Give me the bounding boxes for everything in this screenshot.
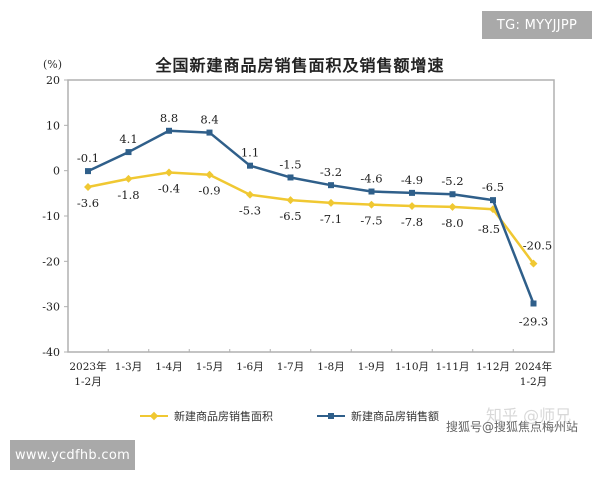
area-data-label: -3.6 [77, 196, 99, 210]
x-tick-label: 1-10月 [395, 361, 429, 373]
y-tick-label: -40 [42, 346, 60, 359]
x-tick-label: 1-2月 [74, 376, 101, 388]
y-tick-label: 20 [46, 74, 60, 87]
x-tick-label: 2024年 [515, 360, 552, 373]
area-data-point [367, 200, 376, 209]
sales-data-label: -6.5 [482, 180, 504, 194]
x-tick-label: 1-11月 [435, 361, 469, 373]
x-tick-label: 1-5月 [196, 361, 223, 373]
sales-data-point [490, 197, 496, 204]
x-tick-label: 1-3月 [115, 361, 142, 373]
area-data-point [165, 168, 173, 177]
sales-data-point [166, 127, 172, 134]
area-data-label: -1.8 [117, 188, 139, 202]
area-data-label: -8.0 [441, 216, 463, 230]
area-data-point [84, 183, 92, 191]
y-tick-label: -20 [42, 255, 60, 268]
area-data-point [327, 198, 335, 207]
chart-legend: 新建商品房销售面积 新建商品房销售额 [0, 408, 600, 428]
area-data-label: -7.8 [401, 215, 423, 229]
www-watermark-badge: www.ycdfhb.com [10, 440, 135, 470]
sales-data-label: -1.5 [279, 157, 301, 171]
x-tick-label: 2023年 [69, 360, 106, 373]
sales-growth-line [87, 129, 535, 304]
sales-data-point [530, 300, 537, 307]
x-tick-label: 1-4月 [155, 361, 182, 373]
x-tick-label: 1-7月 [277, 361, 304, 373]
y-tick-label: 10 [46, 119, 60, 132]
area-data-point [448, 202, 457, 211]
sales-data-point [287, 174, 294, 181]
sales-data-point [409, 189, 415, 196]
y-tick-label: -10 [42, 210, 60, 223]
x-tick-label: 1-9月 [358, 361, 385, 373]
legend-sales-label: 新建商品房销售额 [351, 410, 439, 423]
area-data-label: -20.5 [523, 239, 553, 253]
area-data-label: -7.5 [360, 214, 382, 228]
sales-data-label: 8.8 [160, 111, 178, 125]
area-data-point [124, 174, 133, 183]
sales-data-label: 1.1 [241, 146, 259, 160]
area-data-label: -5.3 [239, 204, 261, 218]
area-data-label: -0.9 [198, 184, 220, 198]
sales-data-label: -5.2 [441, 174, 463, 188]
legend-area-line-icon [140, 411, 168, 421]
sales-data-label: -4.9 [401, 173, 423, 187]
sales-data-label: -0.1 [77, 151, 99, 165]
sales-data-label: -3.2 [320, 165, 342, 179]
y-tick-label: 0 [53, 165, 60, 178]
chart-title: 全国新建商品房销售面积及销售额增速 [155, 56, 445, 75]
area-data-label: -8.5 [478, 222, 500, 236]
line-chart: 20 10 0 -10 -20 -30 -40 2023年 1-2月 1-3月 1-4月 1-5月 1-… [42, 74, 555, 388]
legend-item-area: 新建商品房销售面积 [140, 408, 273, 424]
x-tick-label: 1-6月 [236, 361, 263, 373]
sales-data-point [449, 191, 456, 198]
sales-data-point [368, 188, 375, 195]
sohu-watermark: 搜狐号@搜狐焦点梅州站 [446, 420, 579, 434]
sales-data-point [125, 149, 132, 156]
sales-data-point [328, 182, 334, 189]
area-data-point [408, 202, 416, 210]
area-data-label: -7.1 [320, 212, 342, 226]
x-tick-label: 1-12月 [476, 361, 510, 373]
sales-data-point [85, 168, 91, 175]
sales-data-label: 4.1 [119, 132, 137, 146]
area-growth-line [87, 171, 535, 265]
sales-data-label: -4.6 [360, 172, 382, 186]
area-data-label: -6.5 [279, 209, 301, 223]
area-data-point [246, 190, 254, 199]
sales-data-point [206, 129, 213, 136]
sales-data-label: -29.3 [519, 314, 549, 328]
area-data-point [529, 259, 538, 268]
x-tick-label: 1-8月 [317, 361, 344, 373]
y-axis-unit-label: (%) [43, 58, 63, 71]
area-data-point [205, 170, 214, 179]
sales-data-point [247, 162, 253, 169]
area-data-label: -0.4 [158, 181, 180, 195]
legend-area-label: 新建商品房销售面积 [174, 410, 273, 423]
zhihu-watermark: 知乎 @师兄 [486, 406, 572, 425]
legend-item-sales: 新建商品房销售额 [317, 408, 439, 424]
tg-watermark-badge: TG: MYYJJPP [482, 11, 592, 39]
area-data-point [286, 196, 295, 205]
y-tick-label: -30 [42, 301, 60, 314]
x-tick-label: 1-2月 [520, 376, 547, 388]
legend-sales-line-icon [317, 413, 345, 419]
sales-data-label: 8.4 [200, 113, 218, 127]
plot-frame [67, 79, 555, 353]
